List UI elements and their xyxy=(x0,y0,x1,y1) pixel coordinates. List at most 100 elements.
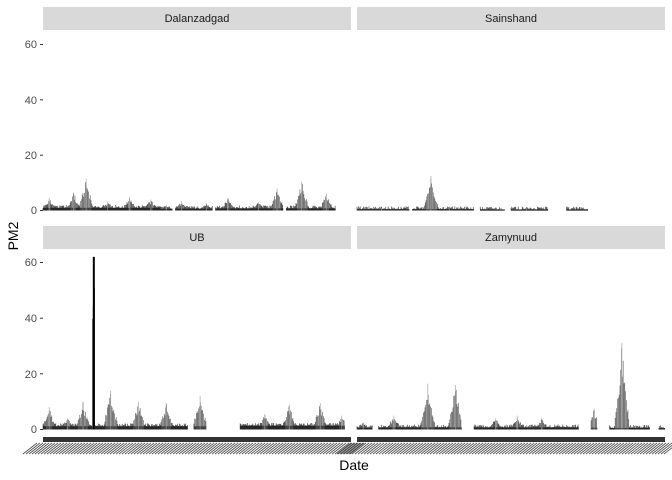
x-tick-label-stroke xyxy=(423,442,439,455)
x-tick-label-stroke xyxy=(85,442,101,455)
x-tick-label-stroke xyxy=(465,442,481,455)
x-tick-label-stroke xyxy=(64,442,80,455)
x-tick-label-stroke xyxy=(462,442,478,455)
x-tick-label-stroke xyxy=(49,442,65,455)
x-tick-label-stroke xyxy=(145,442,161,455)
x-tick-label-stroke xyxy=(546,442,562,455)
x-tick-label-stroke xyxy=(55,442,71,455)
x-tick-label-stroke xyxy=(277,442,293,455)
x-tick-label-stroke xyxy=(549,442,565,455)
x-tick-label-stroke xyxy=(76,442,92,455)
x-tick-label-stroke xyxy=(444,442,460,455)
y-tick-label: 60 xyxy=(25,257,37,269)
x-tick-label-stroke xyxy=(573,442,589,455)
x-tick-label-stroke xyxy=(187,442,203,455)
x-tick-label-stroke xyxy=(160,442,176,455)
x-tick-label-stroke xyxy=(351,442,367,455)
x-tick-label-stroke xyxy=(262,442,278,455)
x-tick-label-stroke xyxy=(456,442,472,455)
x-tick-label-stroke xyxy=(576,442,592,455)
x-tick-label-stroke xyxy=(109,442,125,455)
x-tick-label-stroke xyxy=(663,447,672,455)
x-tick-label-stroke xyxy=(336,442,352,455)
x-tick-label-stroke xyxy=(558,442,574,455)
x-tick-label-stroke xyxy=(190,442,206,455)
x-tick-label-stroke xyxy=(346,442,362,455)
x-tick-label-stroke xyxy=(175,442,191,455)
x-tick-label-stroke xyxy=(411,442,427,455)
x-tick-label-stroke xyxy=(624,442,640,455)
x-tick-label-stroke xyxy=(657,442,672,455)
x-tick-label-stroke xyxy=(100,442,116,455)
x-tick-label-stroke xyxy=(73,442,89,455)
x-tick-label-stroke xyxy=(366,442,382,455)
x-tick-label-band xyxy=(357,437,665,442)
x-tick-label-stroke xyxy=(615,442,631,455)
x-tick-label-stroke xyxy=(178,442,194,455)
x-tick-label-stroke xyxy=(468,442,484,455)
x-tick-label-stroke xyxy=(594,442,610,455)
x-tick-label-stroke xyxy=(483,442,499,455)
x-tick-label-stroke xyxy=(387,442,403,455)
y-tick-label: 0 xyxy=(31,424,37,436)
x-tick-label-stroke xyxy=(46,442,62,455)
x-axis-title: Date xyxy=(339,457,369,473)
series-baseline-segment xyxy=(240,425,345,430)
x-tick-label-stroke xyxy=(489,442,505,455)
x-tick-label-stroke xyxy=(232,442,248,455)
x-tick-label-stroke xyxy=(360,442,376,455)
x-tick-label-stroke xyxy=(142,442,158,455)
x-tick-label-stroke xyxy=(106,442,122,455)
x-tick-label-stroke xyxy=(70,442,86,455)
x-tick-label-stroke xyxy=(79,442,95,455)
x-tick-label-stroke xyxy=(256,442,272,455)
x-tick-label-stroke xyxy=(292,442,308,455)
x-tick-label-stroke xyxy=(154,442,170,455)
x-tick-label-stroke xyxy=(241,442,257,455)
x-tick-label-stroke xyxy=(630,442,646,455)
x-tick-label-stroke xyxy=(393,442,409,455)
x-tick-label-band xyxy=(43,437,351,442)
x-tick-label-stroke xyxy=(121,442,137,455)
facet-label-sainshand: Sainshand xyxy=(485,13,537,25)
x-tick-label-stroke xyxy=(339,442,355,455)
x-tick-label-stroke xyxy=(43,442,59,455)
x-tick-label-stroke xyxy=(498,442,514,455)
y-tick-label: 20 xyxy=(25,369,37,381)
x-tick-label-stroke xyxy=(627,442,643,455)
x-tick-label-stroke xyxy=(343,442,359,455)
x-tick-labels-overlapping xyxy=(22,442,672,455)
x-tick-label-stroke xyxy=(295,442,311,455)
x-tick-label-stroke xyxy=(166,442,182,455)
x-tick-label-stroke xyxy=(199,442,215,455)
x-tick-label-stroke xyxy=(435,442,451,455)
x-tick-label-stroke xyxy=(250,442,266,455)
x-tick-label-stroke xyxy=(328,442,344,455)
x-tick-label-stroke xyxy=(429,442,445,455)
x-tick-label-stroke xyxy=(564,442,580,455)
x-tick-label-stroke xyxy=(375,442,391,455)
x-tick-label-stroke xyxy=(639,442,655,455)
x-tick-label-stroke xyxy=(582,442,598,455)
x-tick-label-stroke xyxy=(396,442,412,455)
x-tick-label-stroke xyxy=(579,442,595,455)
x-tick-label-stroke xyxy=(534,442,550,455)
facet-label-ub: UB xyxy=(189,232,204,244)
x-tick-label-stroke xyxy=(345,442,361,455)
x-tick-label-stroke xyxy=(570,442,586,455)
x-tick-label-stroke xyxy=(480,442,496,455)
facet-panel-zamynuud xyxy=(356,343,665,430)
x-tick-label-stroke xyxy=(163,442,179,455)
x-tick-label-stroke xyxy=(223,442,239,455)
x-tick-label-stroke xyxy=(193,442,209,455)
y-tick-label: 60 xyxy=(25,39,37,51)
x-tick-label-stroke xyxy=(334,442,350,455)
x-tick-label-stroke xyxy=(94,442,110,455)
x-tick-label-stroke xyxy=(265,442,281,455)
x-tick-label-stroke xyxy=(151,442,167,455)
x-tick-label-stroke xyxy=(196,442,212,455)
x-tick-label-stroke xyxy=(349,442,365,455)
x-tick-label-stroke xyxy=(124,442,140,455)
strip-background xyxy=(357,7,665,30)
x-tick-label-stroke xyxy=(477,442,493,455)
